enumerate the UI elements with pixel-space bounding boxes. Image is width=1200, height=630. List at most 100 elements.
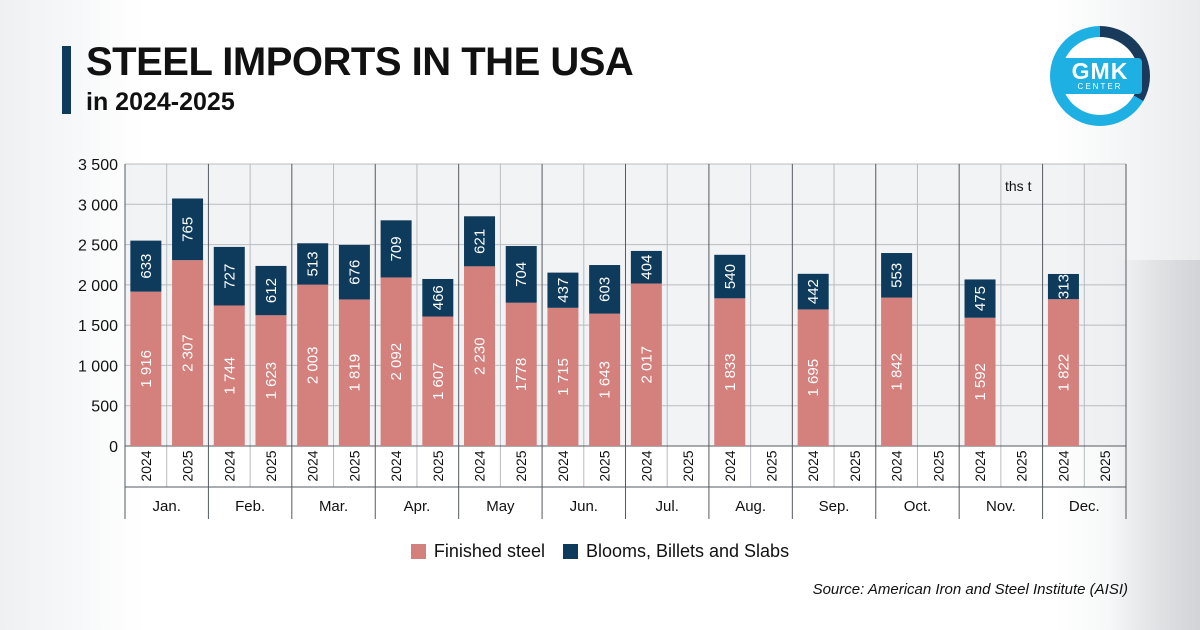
year-tick-label: 2024 — [638, 450, 654, 481]
bar-blooms-billets-slabs — [714, 254, 746, 299]
year-tick-label: 2024 — [305, 450, 321, 481]
bar-blooms-billets-slabs — [964, 279, 996, 318]
month-label: May — [486, 498, 515, 515]
data-label-blooms: 765 — [180, 217, 197, 242]
y-tick-label: 1 500 — [78, 318, 118, 335]
year-tick-label: 2024 — [1055, 450, 1071, 481]
bar-finished-steel — [422, 316, 454, 446]
year-tick-label: 2024 — [805, 450, 821, 481]
bar-blooms-billets-slabs — [589, 265, 621, 314]
logo-subtext: CENTER — [1077, 81, 1123, 91]
data-label-blooms: 475 — [972, 286, 989, 311]
data-label-finished: 1 715 — [555, 358, 572, 396]
bar-finished-steel — [714, 298, 746, 446]
data-label-finished: 1 695 — [805, 359, 822, 397]
data-label-blooms: 621 — [472, 229, 489, 254]
data-label-finished: 2 092 — [388, 343, 405, 381]
year-tick-label: 2024 — [221, 450, 237, 481]
bar-blooms-billets-slabs — [255, 265, 287, 316]
year-tick-label: 2024 — [972, 450, 988, 481]
year-tick-label: 2025 — [847, 450, 863, 481]
data-label-blooms: 709 — [388, 236, 405, 261]
data-label-blooms: 442 — [805, 279, 822, 304]
month-label: Dec. — [1069, 498, 1100, 515]
data-label-blooms: 633 — [138, 254, 155, 279]
month-label: Mar. — [319, 498, 348, 515]
bar-blooms-billets-slabs — [422, 278, 454, 317]
month-label: Jul. — [656, 498, 679, 515]
bar-finished-steel — [547, 307, 579, 446]
legend: Finished steel Blooms, Billets and Slabs — [0, 541, 1200, 562]
data-label-blooms: 404 — [638, 255, 655, 280]
data-label-blooms: 466 — [430, 285, 447, 310]
data-label-blooms: 513 — [305, 251, 322, 276]
bar-blooms-billets-slabs — [213, 246, 245, 306]
data-label-finished: 1 744 — [221, 357, 238, 395]
bar-finished-steel — [797, 309, 829, 446]
legend-label-finished: Finished steel — [433, 541, 545, 561]
source-note: Source: American Iron and Steel Institut… — [812, 581, 1128, 598]
legend-swatch-finished — [410, 544, 426, 559]
month-label: Aug. — [735, 498, 766, 515]
unit-label: ths t — [1005, 178, 1032, 194]
year-tick-label: 2025 — [930, 450, 946, 481]
bar-blooms-billets-slabs — [630, 250, 662, 284]
month-label: Nov. — [986, 498, 1016, 515]
legend-item-blooms: Blooms, Billets and Slabs — [562, 541, 789, 562]
bar-blooms-billets-slabs — [172, 198, 204, 261]
data-label-blooms: 612 — [263, 278, 280, 303]
data-label-finished: 1 842 — [889, 353, 906, 391]
data-label-finished: 1 819 — [346, 354, 363, 392]
data-label-finished: 2 003 — [305, 347, 322, 385]
year-tick-label: 2025 — [1014, 450, 1030, 481]
bar-blooms-billets-slabs — [464, 216, 496, 267]
bar-finished-steel — [1047, 299, 1079, 446]
y-tick-label: 3 000 — [78, 197, 118, 214]
bar-blooms-billets-slabs — [130, 240, 162, 292]
bar-finished-steel — [297, 284, 329, 446]
data-label-finished: 1 607 — [430, 362, 447, 400]
bar-blooms-billets-slabs — [380, 220, 412, 278]
year-tick-label: 2024 — [472, 450, 488, 481]
bar-blooms-billets-slabs — [505, 246, 537, 303]
bar-finished-steel — [255, 315, 287, 446]
bar-blooms-billets-slabs — [297, 243, 329, 285]
legend-swatch-blooms — [562, 544, 578, 559]
y-tick-label: 500 — [91, 399, 118, 416]
year-tick-label: 2025 — [263, 450, 279, 481]
chart-subtitle: in 2024-2025 — [86, 88, 235, 116]
data-label-blooms: 704 — [513, 262, 530, 287]
data-label-finished: 2 307 — [180, 334, 197, 372]
data-label-finished: 2 230 — [472, 337, 489, 375]
year-tick-label: 2025 — [430, 450, 446, 481]
gmk-center-logo[interactable]: GMK CENTER — [1050, 26, 1150, 126]
bar-finished-steel — [630, 283, 662, 446]
year-tick-label: 2025 — [763, 450, 779, 481]
month-label: Feb. — [235, 498, 265, 515]
month-label: Oct. — [904, 498, 932, 515]
year-tick-label: 2025 — [513, 450, 529, 481]
data-label-finished: 1778 — [513, 358, 530, 391]
bar-finished-steel — [380, 277, 412, 446]
year-tick-label: 2024 — [889, 450, 905, 481]
bar-finished-steel — [213, 305, 245, 446]
bar-finished-steel — [964, 317, 996, 446]
month-label: Jan. — [153, 498, 181, 515]
y-tick-label: 2 500 — [78, 238, 118, 255]
year-tick-label: 2025 — [180, 450, 196, 481]
year-tick-label: 2024 — [555, 450, 571, 481]
data-label-finished: 1 822 — [1055, 354, 1072, 392]
data-label-finished: 1 643 — [597, 361, 614, 399]
bar-finished-steel — [505, 302, 537, 446]
bar-finished-steel — [589, 313, 621, 446]
data-label-finished: 1 833 — [722, 353, 739, 391]
month-label: Sep. — [819, 498, 850, 515]
bar-finished-steel — [338, 299, 370, 446]
year-tick-label: 2025 — [346, 450, 362, 481]
bar-blooms-billets-slabs — [338, 244, 370, 300]
year-tick-label: 2024 — [722, 450, 738, 481]
data-label-finished: 1 916 — [138, 350, 155, 388]
title-accent-bar — [62, 46, 71, 114]
logo-band: GMK CENTER — [1058, 58, 1142, 94]
year-tick-label: 2024 — [138, 450, 154, 481]
